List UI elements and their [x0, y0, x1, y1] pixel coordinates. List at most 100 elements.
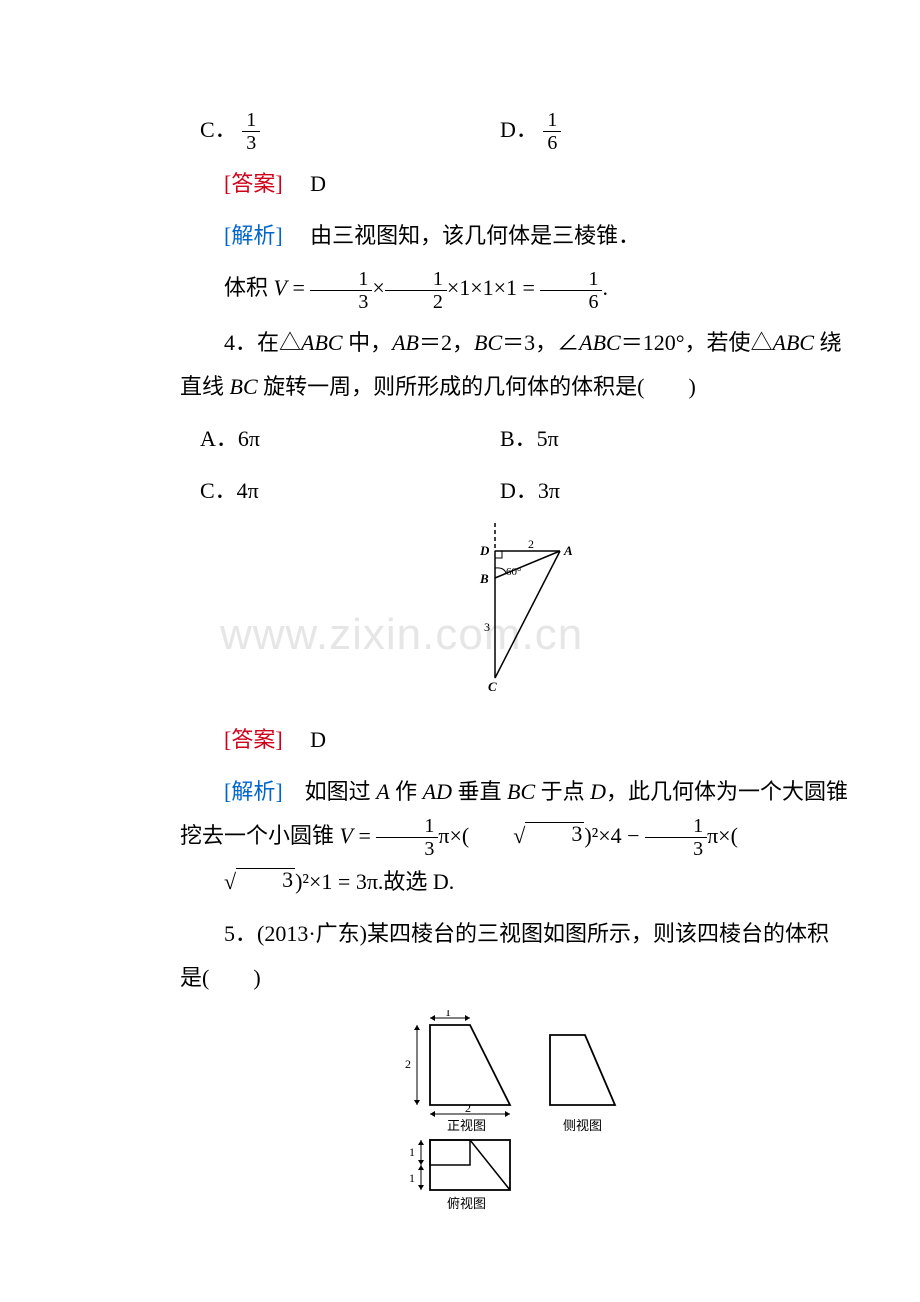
sqrt-icon: √3 [180, 860, 295, 904]
fraction: 16 [540, 268, 602, 313]
q4-choices-cd: C．4π D．3π [200, 469, 850, 513]
side-view-label: 侧视图 [563, 1118, 602, 1133]
fraction: 13 [376, 815, 438, 860]
eq: = [353, 823, 376, 848]
sqrt-icon: √3 [469, 814, 584, 858]
q4-choices-ab: A．6π B．5π [200, 417, 850, 461]
frac-den: 6 [543, 132, 561, 154]
fraction: 13 [310, 268, 372, 313]
text: 垂直 [452, 779, 507, 804]
frac-den: 3 [376, 838, 438, 860]
abc: ABC [579, 330, 621, 355]
spacer [283, 779, 305, 804]
frac-num: 1 [242, 109, 260, 132]
times-rest: ×1×1×1 = [447, 275, 541, 300]
q4-choice-b: B．5π [500, 417, 800, 461]
frac-den: 3 [645, 838, 707, 860]
bc: BC [230, 374, 258, 399]
label-a: A [563, 543, 573, 558]
top-view-label: 俯视图 [447, 1196, 486, 1210]
eq-sign: = [287, 275, 310, 300]
label-d: D [479, 543, 490, 558]
front-view: 1 2 2 正视图 [405, 1010, 510, 1133]
text: 故选 D. [383, 869, 454, 894]
text: 作 [390, 779, 423, 804]
length-3: 3 [484, 620, 490, 634]
volume-var: V [274, 275, 287, 300]
frac-num: 1 [543, 109, 561, 132]
q4-analysis: [解析] 如图过 A 作 AD 垂直 BC 于点 D，此几何体为一个大圆锥挖去一… [180, 770, 850, 904]
q5-figure: 1 2 2 正视图 侧视图 [180, 1010, 850, 1225]
fraction: 13 [645, 815, 707, 860]
text: 于点 [535, 779, 590, 804]
answer-label: [答案] [224, 171, 283, 196]
text: )²×1 = 3π. [295, 869, 383, 894]
q4-choice-a: A．6π [200, 417, 500, 461]
choice-label: C． [200, 117, 237, 142]
bc: BC [474, 330, 502, 355]
abc: ABC [301, 330, 343, 355]
text: ＝3，∠ [502, 330, 579, 355]
dim-2-left: 2 [405, 1057, 411, 1071]
text: 中， [343, 330, 393, 355]
top-view: 1 1 俯视图 [409, 1140, 510, 1210]
text: π×( [707, 823, 738, 848]
var-a: A [376, 779, 389, 804]
frac-den: 2 [385, 291, 447, 313]
right-angle-icon [495, 551, 502, 558]
q3-analysis-line: [解析] 由三视图知，该几何体是三棱锥． [180, 214, 850, 258]
front-view-label: 正视图 [447, 1118, 486, 1133]
frac-den: 6 [540, 291, 602, 313]
line-ba [495, 551, 560, 578]
triangle-diagram-svg: D A B C 60° 2 3 [450, 523, 580, 693]
spacer [288, 727, 310, 752]
text: 4．在△ [224, 330, 301, 355]
text: ＝2， [419, 330, 474, 355]
text: 如图过 [305, 779, 377, 804]
q4-stem: 4．在△ABC 中，AB＝2，BC＝3，∠ABC＝120°，若使△ABC 绕直线… [180, 321, 850, 409]
var-bc: BC [507, 779, 535, 804]
side-view: 侧视图 [550, 1035, 615, 1133]
length-2: 2 [528, 537, 534, 551]
dim-2-bottom: 2 [465, 1101, 471, 1115]
dim-1-b: 1 [409, 1171, 415, 1185]
text: ＝120°，若使△ [621, 330, 773, 355]
frac-den: 3 [242, 132, 260, 154]
sqrt-radicand: 3 [525, 822, 584, 845]
text: )²×4 − [584, 823, 645, 848]
q3-volume-line: 体积 V = 13×12×1×1×1 = 16. [180, 266, 850, 312]
abc: ABC [773, 330, 815, 355]
frac-num: 1 [376, 815, 438, 838]
three-view-svg: 1 2 2 正视图 侧视图 [385, 1010, 645, 1210]
period: . [602, 275, 608, 300]
analysis-label: [解析] [224, 779, 283, 804]
var-ad: AD [423, 779, 452, 804]
q3-answer-line: [答案] D [180, 162, 850, 206]
choice-label: D． [500, 117, 538, 142]
dim-1-top: 1 [445, 1010, 451, 1019]
label-b: B [479, 571, 489, 586]
page-content: C． 1 3 D． 1 6 [答案] D [解析] 由三视图知，该几何体是三棱锥… [0, 0, 920, 1295]
volume-prefix: 体积 [224, 275, 274, 300]
ab: AB [392, 330, 419, 355]
sqrt-radicand: 3 [236, 868, 295, 891]
frac-num: 1 [385, 268, 447, 291]
var-v: V [340, 823, 353, 848]
answer-letter: D [310, 171, 326, 196]
frac-den: 3 [310, 291, 372, 313]
answer-letter: D [310, 727, 326, 752]
angle-arc [495, 568, 506, 573]
dim-1-a: 1 [409, 1145, 415, 1159]
q4-figure: D A B C 60° 2 3 [180, 523, 850, 708]
fraction: 1 6 [543, 109, 561, 154]
fraction: 12 [385, 268, 447, 313]
label-c: C [488, 679, 497, 693]
answer-label: [答案] [224, 727, 283, 752]
text: 旋转一周，则所形成的几何体的体积是( ) [258, 374, 696, 399]
q3-choice-d: D． 1 6 [500, 108, 800, 154]
answer-value [288, 171, 310, 196]
var-d: D [590, 779, 606, 804]
q4-answer-line: [答案] D [180, 718, 850, 762]
fraction: 1 3 [242, 109, 260, 154]
q5-stem: 5．(2013·广东)某四棱台的三视图如图所示，则该四棱台的体积是( ) [180, 912, 850, 1000]
